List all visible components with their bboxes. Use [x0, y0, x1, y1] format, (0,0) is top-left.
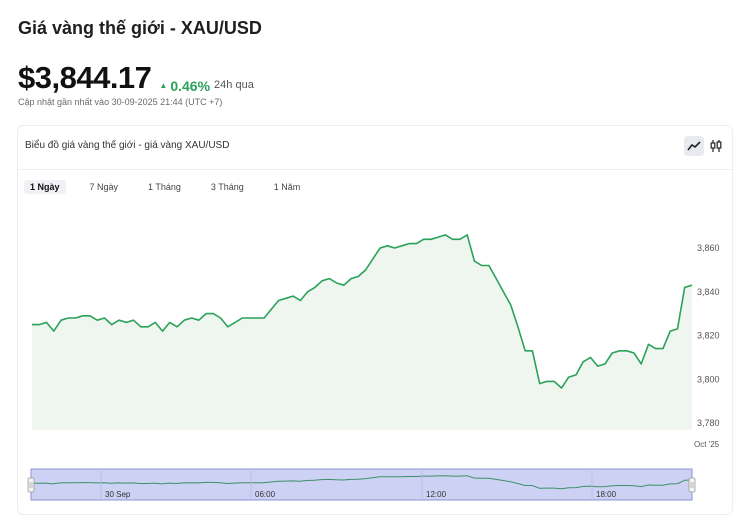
tab-1-year[interactable]: 1 Năm	[273, 182, 301, 192]
navigator-left-handle[interactable]	[27, 477, 35, 493]
line-chart-button[interactable]	[684, 136, 704, 156]
tab-7-days[interactable]: 7 Ngày	[89, 182, 119, 192]
chart-card: Biểu đồ giá vàng thế giới - giá vàng XAU…	[17, 125, 733, 515]
y-axis: 3,780 3,800 3,820 3,840 3,860	[697, 243, 720, 428]
navigator-time-label: 12:00	[426, 490, 447, 499]
chart-title: Biểu đồ giá vàng thế giới - giá vàng XAU…	[25, 140, 230, 151]
handle-grip[interactable]	[688, 477, 696, 493]
card-divider	[18, 169, 732, 170]
change-percent: 0.46%	[170, 77, 211, 94]
price-summary: $3,844.17 ▲ 0.46% 24h qua	[18, 60, 254, 96]
price-change: ▲ 0.46%	[159, 78, 210, 94]
range-tabs: 1 Ngày 7 Ngày 1 Tháng 3 Tháng 1 Năm	[24, 180, 320, 194]
y-tick-label: 3,800	[697, 374, 720, 384]
tab-1-month[interactable]: 1 Tháng	[148, 182, 181, 192]
x-axis-end-label: Oct '25	[694, 440, 720, 449]
navigator-time-label: 18:00	[596, 490, 617, 499]
last-updated: Cập nhật gần nhất vào 30-09-2025 21:44 (…	[18, 97, 223, 107]
page-title: Giá vàng thế giới - XAU/USD	[18, 18, 262, 38]
tab-1-day[interactable]: 1 Ngày	[24, 180, 66, 194]
change-period: 24h qua	[214, 79, 254, 91]
handle-grip[interactable]	[27, 477, 35, 493]
y-tick-label: 3,860	[697, 243, 720, 253]
up-arrow-icon: ▲	[159, 81, 168, 90]
y-tick-label: 3,840	[697, 287, 720, 297]
line-chart-icon	[687, 141, 701, 151]
current-price: $3,844.17	[18, 60, 152, 95]
y-tick-label: 3,780	[697, 418, 720, 428]
candlestick-button[interactable]	[706, 136, 726, 156]
navigator-time-label: 30 Sep	[105, 490, 131, 499]
navigator-right-handle[interactable]	[688, 477, 696, 493]
navigator-line	[31, 475, 693, 490]
price-area	[32, 234, 692, 430]
navigator-labels: 30 Sep 06:00 12:00 18:00	[100, 469, 617, 500]
candlestick-icon	[710, 140, 722, 152]
price-line	[32, 234, 693, 389]
navigator[interactable]: 30 Sep 06:00 12:00 18:00	[27, 468, 696, 501]
y-tick-label: 3,820	[697, 331, 720, 341]
tab-3-months[interactable]: 3 Tháng	[210, 182, 244, 192]
navigator-time-label: 06:00	[255, 490, 276, 499]
